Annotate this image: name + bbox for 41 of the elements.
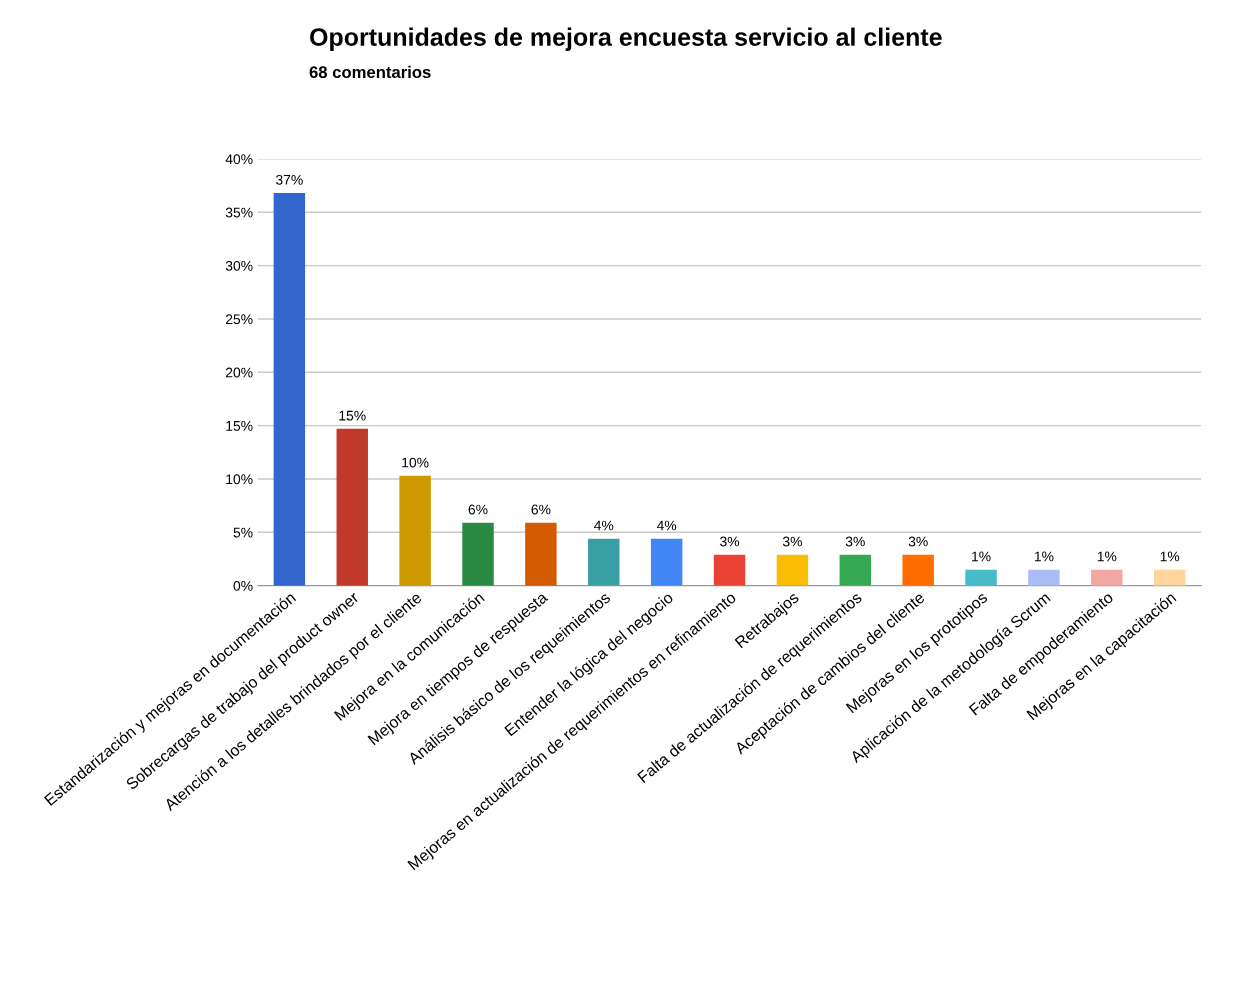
y-tick-label: 5%: [233, 527, 253, 538]
bar: [336, 428, 368, 586]
data-label: 37%: [275, 174, 303, 185]
y-tick-label: 0%: [233, 580, 253, 591]
data-label: 4%: [656, 520, 677, 531]
bar: [839, 554, 872, 586]
y-tick-label: 25%: [225, 314, 253, 325]
data-label: 15%: [339, 410, 366, 421]
data-label: 6%: [468, 504, 488, 515]
y-tick-label: 20%: [225, 367, 253, 378]
bar: [1153, 569, 1186, 586]
y-tick-label: 10%: [226, 474, 253, 485]
data-label: 6%: [531, 504, 551, 515]
chart-title: Oportunidades de mejora encuesta servicio al cliente: [310, 27, 942, 51]
bar: [650, 538, 683, 586]
bar: [588, 538, 620, 586]
y-tick-label: 35%: [225, 207, 253, 218]
bar: [399, 475, 431, 586]
bar: [1028, 569, 1060, 586]
bar: [525, 522, 557, 586]
y-tick-label: 30%: [225, 260, 253, 271]
data-label: 1%: [1160, 551, 1180, 562]
data-label: 10%: [402, 457, 429, 468]
data-label: 3%: [845, 536, 865, 547]
y-tick-label: 15%: [226, 421, 253, 431]
bar: [273, 193, 306, 586]
data-label: 3%: [720, 536, 740, 547]
bar: [462, 522, 494, 586]
data-label: 3%: [908, 536, 928, 547]
bar: [713, 554, 746, 586]
data-label: 1%: [1034, 551, 1054, 562]
data-label: 3%: [782, 536, 802, 547]
data-label: 4%: [594, 520, 614, 531]
chart-subtitle: 68 comentarios: [309, 65, 431, 79]
bar: [902, 554, 934, 586]
data-label: 1%: [972, 551, 991, 562]
bar: [776, 554, 809, 586]
y-tick-label: 40%: [225, 154, 253, 165]
bar: [965, 569, 997, 586]
bar: [1091, 569, 1123, 586]
data-label: 1%: [1097, 551, 1117, 562]
